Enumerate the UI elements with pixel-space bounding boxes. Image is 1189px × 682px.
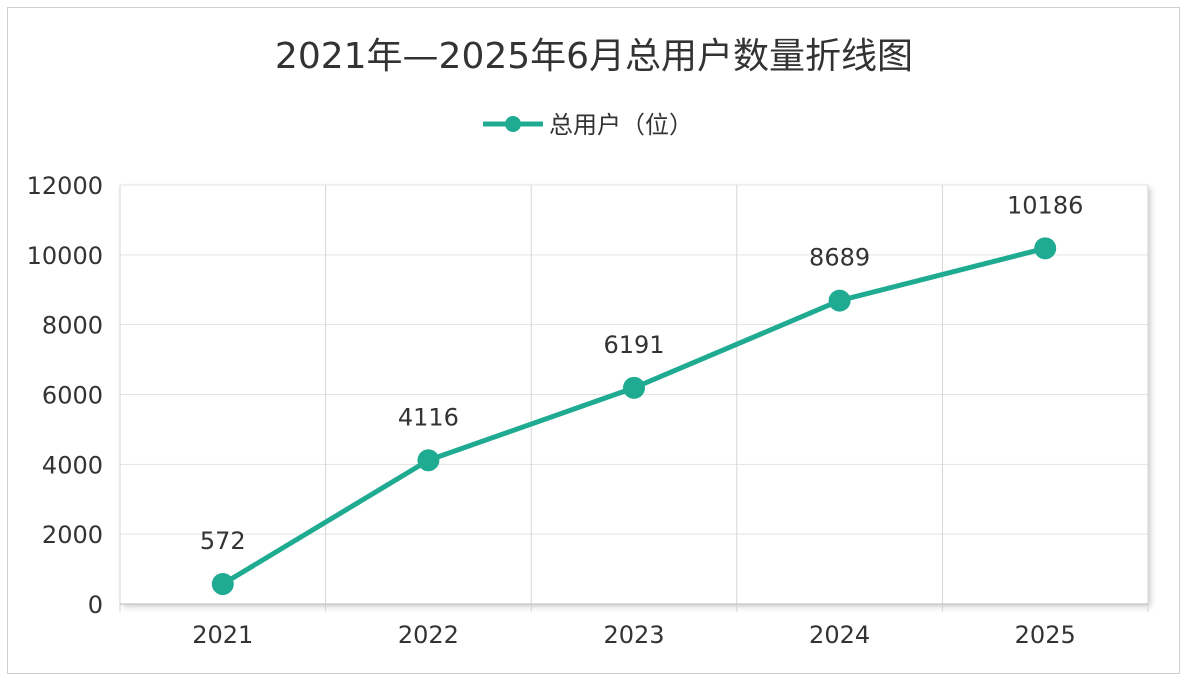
- y-tick-label: 4000: [42, 451, 103, 479]
- legend-marker: [505, 116, 521, 132]
- x-tick-label: 2025: [1015, 621, 1076, 649]
- data-point: [1034, 237, 1057, 260]
- y-tick-label: 2000: [42, 521, 103, 549]
- chart-frame: [7, 7, 1180, 674]
- chart-title: 2021年—2025年6月总用户数量折线图: [275, 36, 913, 77]
- x-tick-label: 2023: [603, 621, 664, 649]
- x-tick-label: 2022: [398, 621, 459, 649]
- x-tick-label: 2024: [809, 621, 870, 649]
- data-label: 6191: [603, 331, 664, 359]
- data-point: [417, 449, 440, 472]
- data-label: 8689: [809, 244, 870, 272]
- data-label: 4116: [398, 403, 459, 431]
- data-point: [211, 573, 234, 596]
- legend-label: 总用户（位）: [549, 111, 693, 139]
- y-tick-label: 0: [88, 591, 103, 619]
- y-tick-label: 6000: [42, 382, 103, 410]
- data-label: 572: [200, 527, 246, 555]
- data-label: 10186: [1007, 191, 1083, 219]
- data-point: [623, 376, 645, 399]
- x-tick-label: 2021: [192, 621, 253, 649]
- y-tick-label: 8000: [42, 312, 103, 340]
- data-point: [828, 289, 851, 312]
- y-tick-label: 12000: [27, 172, 103, 200]
- y-tick-label: 10000: [27, 242, 103, 270]
- legend[interactable]: 总用户（位）: [483, 111, 693, 139]
